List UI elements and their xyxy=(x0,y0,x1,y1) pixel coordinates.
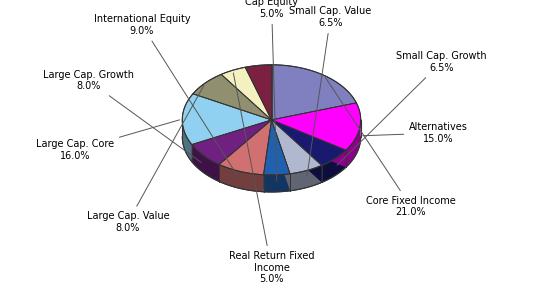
Polygon shape xyxy=(272,120,290,191)
Polygon shape xyxy=(219,120,272,181)
Polygon shape xyxy=(263,120,290,175)
Polygon shape xyxy=(192,145,219,181)
Polygon shape xyxy=(290,165,322,191)
Polygon shape xyxy=(263,174,290,192)
Polygon shape xyxy=(182,120,192,162)
Polygon shape xyxy=(263,120,272,192)
Polygon shape xyxy=(192,120,272,162)
Polygon shape xyxy=(272,103,361,150)
Text: Alternatives
15.0%: Alternatives 15.0% xyxy=(363,122,468,144)
Polygon shape xyxy=(182,94,272,145)
Polygon shape xyxy=(192,120,272,164)
Polygon shape xyxy=(272,120,346,167)
Text: Large Cap. Core
16.0%: Large Cap. Core 16.0% xyxy=(36,120,180,161)
Text: Small Cap. Value
6.5%: Small Cap. Value 6.5% xyxy=(289,6,371,176)
Polygon shape xyxy=(219,164,263,192)
Polygon shape xyxy=(322,150,346,183)
Text: Real Return Fixed
Income
5.0%: Real Return Fixed Income 5.0% xyxy=(229,73,314,284)
Text: Small Cap. Growth
6.5%: Small Cap. Growth 6.5% xyxy=(337,51,487,165)
Polygon shape xyxy=(192,120,272,162)
Polygon shape xyxy=(219,120,272,181)
Text: Large Cap. Growth
8.0%: Large Cap. Growth 8.0% xyxy=(43,70,201,162)
Polygon shape xyxy=(263,120,272,192)
Polygon shape xyxy=(193,74,272,120)
Polygon shape xyxy=(245,65,272,120)
Text: Core Fixed Income
21.0%: Core Fixed Income 21.0% xyxy=(325,77,456,217)
Polygon shape xyxy=(272,120,290,191)
Polygon shape xyxy=(346,120,361,167)
Text: International Equity
9.0%: International Equity 9.0% xyxy=(93,14,239,178)
Polygon shape xyxy=(219,120,272,175)
Polygon shape xyxy=(272,120,322,183)
Text: Large Cap. Value
8.0%: Large Cap. Value 8.0% xyxy=(86,86,204,233)
Text: International Small
Cap Equity
5.0%: International Small Cap Equity 5.0% xyxy=(225,0,318,181)
Polygon shape xyxy=(272,120,322,174)
Polygon shape xyxy=(272,120,322,183)
Polygon shape xyxy=(272,120,346,167)
Polygon shape xyxy=(272,65,356,120)
Polygon shape xyxy=(272,120,346,165)
Polygon shape xyxy=(221,67,272,120)
